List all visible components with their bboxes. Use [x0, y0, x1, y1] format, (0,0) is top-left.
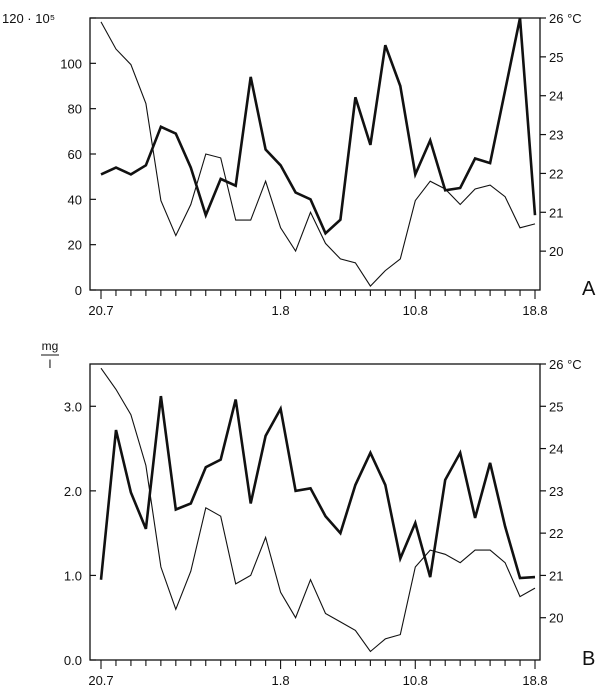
panel-a-x-tick-label: 20.7: [88, 303, 113, 318]
panel-a-right-tick-label: 24: [549, 89, 563, 104]
panel-b-x-tick-label: 18.8: [522, 673, 547, 688]
panel-b-series-thin-line: [100, 367, 536, 653]
panel-b-unit-denominator: l: [49, 357, 52, 371]
panel-b-series-thick-line: [99, 395, 536, 580]
panel-a-left-tick-label: 60: [68, 147, 82, 162]
panel-b-label: B: [582, 648, 595, 670]
panel-b-right-tick-label: 24: [549, 442, 563, 457]
panel-a-left-tick-label: 80: [68, 102, 82, 117]
panel-a-left-tick-label: 100: [60, 56, 82, 71]
panel-a-x-tick-label: 10.8: [403, 303, 428, 318]
panel-a-left-tick-label: 120 · 10⁵: [2, 11, 55, 26]
panel-b-right-tick-label: 25: [549, 399, 563, 414]
panel-b-x-tick-label: 10.8: [403, 673, 428, 688]
panel-a-right-tick-label: 20: [549, 244, 563, 259]
panel-a-x-tick-label: 1.8: [272, 303, 290, 318]
panel-b-x-tick-label: 1.8: [272, 673, 290, 688]
panel-a-left-tick-label: 40: [68, 192, 82, 207]
panel-b: 0.0 1.0 2.0 3.0 20 21 22 23 24 25 26 °C 20.7 1.8 10.8…: [41, 339, 595, 688]
panel-b-left-tick-label: 2.0: [64, 484, 82, 499]
panel-b-left-tick-label: 1.0: [64, 568, 82, 583]
panel-b-right-tick-label: 20: [549, 611, 563, 626]
panel-a: 0 20 40 60 80 100 120 · 10⁵ 20 21 22 23 24 25 26 °C 20…: [2, 11, 596, 318]
panel-b-right-tick-label: 26 °C: [549, 357, 582, 372]
panel-b-right-tick-label: 23: [549, 484, 563, 499]
panel-b-left-tick-label: 3.0: [64, 399, 82, 414]
panel-b-unit-numerator: mg: [42, 339, 59, 353]
panel-b-left-tick-label: 0.0: [64, 653, 82, 668]
panel-a-x-tick-label: 18.8: [522, 303, 547, 318]
panel-a-series-thin-line: [100, 21, 536, 287]
panel-a-right-tick-label: 23: [549, 128, 563, 143]
panel-b-frame: [89, 363, 541, 661]
panel-a-label: A: [582, 278, 596, 300]
panel-b-right-tick-label: 22: [549, 526, 563, 541]
panel-a-right-tick-label: 25: [549, 50, 563, 65]
panel-a-series-thick-line: [100, 17, 537, 236]
panel-a-left-tick-label: 0: [75, 283, 82, 298]
panel-a-frame: [89, 17, 541, 291]
panel-b-x-tick-label: 20.7: [88, 673, 113, 688]
panel-a-left-tick-label: 20: [68, 238, 82, 253]
panel-a-right-tick-label: 22: [549, 166, 563, 181]
panel-a-right-tick-label: 21: [549, 205, 563, 220]
panel-b-right-tick-label: 21: [549, 568, 563, 583]
panel-a-right-tick-label: 26 °C: [549, 11, 582, 26]
